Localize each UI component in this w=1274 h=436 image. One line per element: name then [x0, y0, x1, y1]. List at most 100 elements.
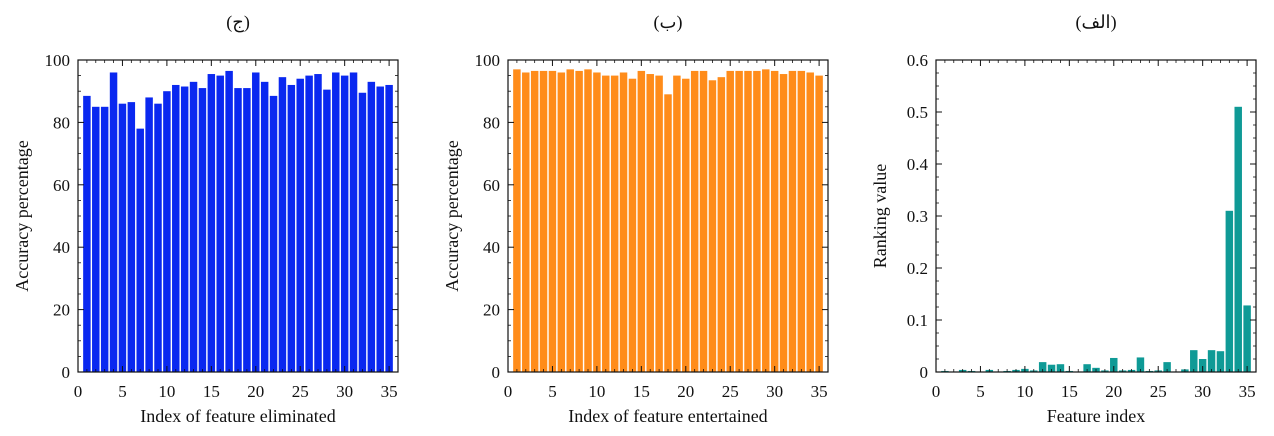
- bar-33: [797, 70, 806, 373]
- bar-13: [189, 81, 198, 372]
- panel-title: (الف): [1075, 12, 1116, 33]
- bar-12: [610, 75, 619, 372]
- bar-4: [109, 72, 118, 372]
- bar-33: [367, 81, 376, 372]
- bar-6: [127, 102, 136, 373]
- bar-23: [278, 77, 287, 372]
- bar-33: [1225, 210, 1234, 372]
- y-tick-label: 80: [53, 113, 70, 132]
- bar-10: [593, 72, 601, 372]
- x-tick-label: 20: [1105, 382, 1122, 401]
- y-tick-label: 100: [45, 51, 71, 70]
- bar-29: [1190, 350, 1198, 372]
- bar-15: [637, 70, 646, 373]
- y-tick-label: 0: [492, 363, 501, 382]
- bar-32: [788, 70, 797, 373]
- bar-17: [1083, 364, 1091, 372]
- x-axis-label: Index of feature entertained: [568, 406, 767, 426]
- y-tick-label: 20: [53, 301, 70, 320]
- bar-15: [207, 74, 216, 372]
- bar-3: [530, 70, 539, 373]
- bar-21: [690, 70, 699, 373]
- bar-17: [225, 70, 233, 373]
- bar-20: [1110, 357, 1118, 372]
- y-tick-label: 0.4: [907, 155, 929, 174]
- x-tick-label: 30: [336, 382, 353, 401]
- chart-panel-3: 0 5 10 15 20 25 30 35 0 0.1 0.2 0.3 0.4 0.5 0.6 Feature…: [870, 12, 1257, 426]
- x-axis-label: Feature index: [1047, 406, 1145, 426]
- x-tick-label: 30: [1194, 382, 1211, 401]
- x-tick-label: 5: [118, 382, 127, 401]
- bar-19: [243, 88, 251, 372]
- bar-23: [1136, 357, 1145, 372]
- y-tick-label: 0.6: [907, 51, 928, 70]
- x-tick-label: 5: [548, 382, 557, 401]
- bar-1: [513, 69, 521, 373]
- bar-9: [584, 69, 592, 373]
- x-tick-label: 15: [1061, 382, 1078, 401]
- y-tick-label: 0.3: [907, 207, 928, 226]
- x-tick-label: 15: [633, 382, 650, 401]
- x-tick-label: 15: [203, 382, 220, 401]
- x-tick-label: 25: [722, 382, 739, 401]
- y-axis-label: Accuracy percentage: [442, 140, 462, 291]
- x-tick-label: 10: [158, 382, 175, 401]
- bar-21: [260, 81, 269, 372]
- bar-31: [1207, 350, 1216, 372]
- chart-panel-1: 0 5 10 15 20 25 30 35 0 20 40 60 80 100 Index of featu…: [12, 12, 399, 426]
- bar-12: [1038, 362, 1047, 372]
- y-tick-label: 0.1: [907, 311, 928, 330]
- plot-frame: [935, 59, 1257, 373]
- x-tick-label: 10: [588, 382, 605, 401]
- bar-25: [726, 70, 734, 373]
- x-tick-label: 10: [1016, 382, 1033, 401]
- bar-9: [154, 103, 162, 373]
- bar-26: [1163, 362, 1171, 372]
- x-tick-label: 35: [381, 382, 398, 401]
- bar-20: [682, 78, 690, 372]
- bar-35: [815, 75, 823, 372]
- bar-10: [163, 91, 171, 372]
- bar-2: [522, 72, 530, 372]
- bar-6: [557, 72, 566, 372]
- bar-14: [1056, 364, 1065, 372]
- bar-34: [806, 72, 814, 372]
- bar-25: [296, 78, 304, 372]
- y-tick-label: 20: [483, 301, 500, 320]
- y-axis-label: Accuracy percentage: [12, 140, 32, 291]
- bar-8: [575, 70, 583, 373]
- x-tick-label: 25: [1150, 382, 1167, 401]
- bar-11: [172, 84, 180, 373]
- panel-title: (ب): [654, 12, 683, 33]
- bar-23: [708, 80, 717, 372]
- bar-5: [118, 103, 127, 373]
- y-tick-label: 0: [62, 363, 71, 382]
- x-tick-label: 0: [932, 382, 941, 401]
- bar-18: [664, 94, 672, 372]
- bar-11: [602, 75, 610, 372]
- bar-13: [1047, 364, 1056, 372]
- bar-22: [269, 95, 278, 372]
- bar-29: [762, 69, 770, 373]
- y-tick-label: 0.2: [907, 259, 928, 278]
- bar-28: [753, 70, 761, 373]
- bar-28: [323, 89, 331, 372]
- bar-30: [770, 70, 779, 373]
- bar-16: [216, 75, 224, 372]
- x-axis-label: Index of feature eliminated: [140, 406, 335, 426]
- bar-30: [1198, 359, 1207, 372]
- bar-2: [92, 106, 100, 373]
- y-tick-label: 60: [53, 176, 70, 195]
- bar-30: [340, 75, 349, 372]
- bar-7: [566, 69, 574, 373]
- bar-35: [385, 84, 393, 373]
- x-tick-label: 30: [766, 382, 783, 401]
- bar-26: [305, 75, 313, 372]
- bar-29: [332, 72, 340, 372]
- y-axis-label: Ranking value: [870, 164, 890, 268]
- y-tick-label: 40: [483, 238, 500, 257]
- bar-31: [779, 74, 788, 372]
- bar-7: [136, 128, 144, 372]
- bar-22: [699, 70, 708, 373]
